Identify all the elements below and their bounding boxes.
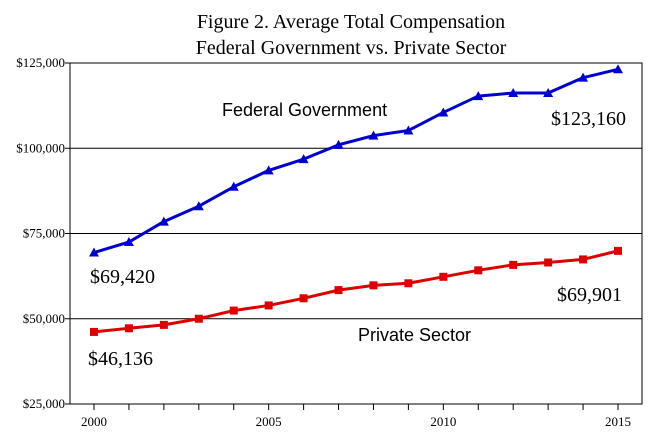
- x-tick-label: 2000: [81, 414, 107, 429]
- data-point-private: [439, 272, 448, 281]
- data-point-federal: [123, 237, 134, 247]
- chart-title-line-1: Figure 2. Average Total Compensation: [197, 11, 505, 33]
- data-point-federal: [368, 130, 379, 140]
- annotation-private-end: $69,901: [557, 284, 622, 306]
- data-point-private: [229, 306, 238, 315]
- gridlines: [70, 147, 642, 320]
- series-line-federal: [93, 67, 619, 254]
- data-point-federal: [613, 64, 623, 74]
- x-tick-label: 2010: [430, 414, 456, 429]
- y-tick-label: $25,000: [23, 396, 65, 411]
- annotation-federal-end: $123,160: [551, 108, 626, 130]
- data-point-private: [194, 314, 203, 323]
- data-point-private: [159, 320, 168, 329]
- data-point-private: [579, 255, 588, 264]
- data-point-private: [369, 281, 378, 290]
- data-point-federal: [508, 88, 519, 98]
- y-tick-label: $100,000: [16, 140, 65, 155]
- data-point-federal: [263, 165, 274, 175]
- series-line-private: [93, 249, 619, 334]
- data-point-private: [299, 294, 308, 303]
- series-label-private: Private Sector: [358, 325, 471, 345]
- y-tick-label: $75,000: [23, 226, 65, 241]
- data-point-federal: [578, 72, 589, 82]
- x-tick-label: 2015: [605, 414, 631, 429]
- data-point-private: [474, 266, 483, 275]
- annotation-private-start: $46,136: [88, 348, 153, 370]
- data-point-private: [404, 279, 413, 288]
- annotation-federal-start: $69,420: [90, 266, 155, 288]
- data-point-federal: [158, 216, 169, 226]
- data-point-federal: [89, 247, 99, 257]
- x-tick-label: 2005: [256, 414, 282, 429]
- series-label-federal: Federal Government: [222, 100, 387, 120]
- data-point-private: [509, 260, 518, 269]
- data-point-federal: [193, 201, 204, 211]
- data-point-private: [264, 301, 273, 310]
- data-point-federal: [228, 181, 239, 191]
- data-point-private: [544, 258, 553, 267]
- data-point-private: [90, 327, 98, 336]
- data-point-federal: [333, 139, 344, 149]
- data-point-private: [614, 246, 622, 255]
- data-point-federal: [473, 91, 484, 101]
- y-axis: $25,000 $50,000 $75,000 $100,000 $125,000: [16, 55, 70, 411]
- x-axis: 2000 2005 2010 2015: [81, 404, 631, 429]
- data-point-private: [124, 324, 133, 333]
- data-point-federal: [438, 107, 449, 117]
- series-layer: [89, 64, 623, 336]
- data-point-private: [334, 286, 343, 295]
- y-tick-label: $50,000: [23, 311, 65, 326]
- chart-title-line-2: Federal Government vs. Private Sector: [196, 37, 507, 59]
- data-point-federal: [403, 125, 414, 135]
- y-tick-label: $125,000: [16, 55, 65, 70]
- data-point-federal: [298, 154, 309, 164]
- data-point-federal: [543, 88, 554, 98]
